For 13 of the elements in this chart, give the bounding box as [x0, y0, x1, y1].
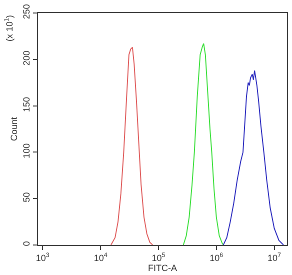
y-tick-label: 250 [21, 4, 32, 20]
y-tick-label: 0 [21, 241, 32, 246]
x-tick-label: 10$^{6}$ [210, 252, 224, 263]
y-tick-label: 200 [21, 50, 32, 66]
x-tick-label: 10$^{7}$ [267, 252, 282, 263]
x-tick-label: 10$^{3}$ [36, 252, 50, 263]
y-axis-title: Count [8, 116, 19, 142]
y-tick-label: 50 [21, 192, 32, 202]
y-tick-label: 150 [21, 96, 32, 112]
x-tick-label: 10$^{4}$ [94, 252, 108, 263]
x-tick-label: 10$^{5}$ [152, 252, 166, 263]
x-axis-title: FITC-A [148, 262, 177, 273]
y-tick-label: 100 [21, 143, 32, 158]
